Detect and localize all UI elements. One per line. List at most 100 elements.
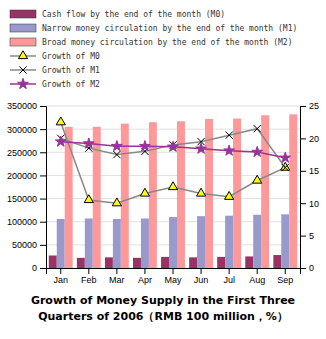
tick-mark <box>300 268 306 269</box>
tick: 0 <box>32 263 46 273</box>
tick-mark <box>300 138 306 139</box>
tick: 350000 <box>7 101 46 111</box>
tick-label: Sep <box>277 275 293 285</box>
tick: 25 <box>300 101 319 111</box>
tick-label: 50000 <box>12 240 37 250</box>
tick-mark <box>116 268 117 274</box>
legend-item: Cash flow by the end of the month (M0) <box>10 10 225 19</box>
legend-item: Growth of M1 <box>10 66 100 75</box>
tick-label: 5 <box>309 231 314 241</box>
tick-label: 0 <box>32 263 37 273</box>
legend-item: Broad money circulation by the end of th… <box>10 38 292 47</box>
tick: 0 <box>300 263 314 273</box>
tick: 200000 <box>7 171 46 181</box>
tick-label: Jan <box>53 275 68 285</box>
tick: 250000 <box>7 148 46 158</box>
line-marker <box>168 141 179 151</box>
line-marker <box>197 188 206 196</box>
tick-mark <box>201 268 202 274</box>
grid <box>46 106 300 268</box>
tick: 20 <box>300 134 319 144</box>
legend-item: Narrow money circulation by the end of t… <box>10 24 297 33</box>
line <box>61 142 286 158</box>
tick: Sep <box>277 268 293 285</box>
tick-mark <box>40 152 46 153</box>
line-series <box>56 117 290 206</box>
tick-mark <box>144 268 145 274</box>
tick: 15 <box>300 166 319 176</box>
legend-label: Growth of M1 <box>42 66 100 75</box>
line-marker <box>254 125 261 132</box>
tick-mark <box>285 268 286 274</box>
tick: 300000 <box>7 125 46 135</box>
bar <box>141 218 149 268</box>
bar <box>105 257 113 268</box>
line-marker <box>84 195 93 203</box>
tick-label: 200000 <box>7 171 37 181</box>
line-marker <box>280 152 291 162</box>
bar <box>93 127 101 268</box>
tick: 5 <box>300 231 314 241</box>
line <box>61 122 286 203</box>
tick-label: Jul <box>223 275 235 285</box>
tick-mark <box>88 268 89 274</box>
tick-mark <box>300 106 306 107</box>
line-marker <box>140 141 151 151</box>
tick-mark <box>60 268 61 274</box>
tick: Jul <box>223 268 235 285</box>
tick: Feb <box>81 268 97 285</box>
bar <box>161 257 169 268</box>
tick-label: 0 <box>309 263 314 273</box>
tick-label: Apr <box>138 275 152 285</box>
bar <box>245 256 253 268</box>
tick-label: 100000 <box>7 217 37 227</box>
tick-label: Jun <box>194 275 209 285</box>
y-axis: 0 50000 100000 150000 200000 250000 300000 3500… <box>7 101 47 273</box>
line-marker <box>113 151 120 158</box>
tick: Apr <box>138 268 152 285</box>
line-series <box>57 125 289 171</box>
line-marker <box>224 145 235 155</box>
bar <box>281 214 289 268</box>
tick: 100000 <box>7 217 46 227</box>
bar <box>217 257 225 268</box>
tick-label: May <box>164 275 182 285</box>
tick-label: 350000 <box>7 101 37 111</box>
bar <box>133 258 141 268</box>
legend-label: Broad money circulation by the end of th… <box>42 38 292 47</box>
legend-swatch <box>10 24 36 32</box>
legend: Cash flow by the end of the month (M0) Na… <box>10 10 297 89</box>
line-marker <box>282 164 289 171</box>
legend-item: Growth of M0 <box>10 51 100 61</box>
legend-swatch <box>10 10 36 18</box>
legend-marker <box>18 78 29 88</box>
line-marker <box>83 138 94 148</box>
chart: Cash flow by the end of the month (M0) Na… <box>0 0 326 339</box>
bar <box>49 256 57 268</box>
legend-item: Growth of M2 <box>10 78 100 88</box>
tick-label: 15 <box>309 166 319 176</box>
line-marker <box>55 136 66 146</box>
tick: Aug <box>249 268 265 285</box>
line-marker <box>225 191 234 199</box>
tick-label: 25 <box>309 101 319 111</box>
line-marker <box>168 182 177 190</box>
legend-marker <box>19 66 26 73</box>
tick-mark <box>40 199 46 200</box>
tick-label: 150000 <box>7 194 37 204</box>
tick-label: 250000 <box>7 148 37 158</box>
tick-label: Feb <box>81 275 97 285</box>
bar <box>289 114 297 268</box>
bar <box>121 124 129 268</box>
tick: 10 <box>300 199 319 209</box>
bar <box>169 217 177 268</box>
line-marker <box>111 141 122 151</box>
line-marker <box>226 132 233 139</box>
bar-series <box>57 214 289 268</box>
tick-mark <box>40 222 46 223</box>
tick-mark <box>40 175 46 176</box>
tick-label: 300000 <box>7 125 37 135</box>
bar <box>273 255 281 268</box>
tick: 50000 <box>12 240 46 250</box>
tick-mark <box>40 106 46 107</box>
